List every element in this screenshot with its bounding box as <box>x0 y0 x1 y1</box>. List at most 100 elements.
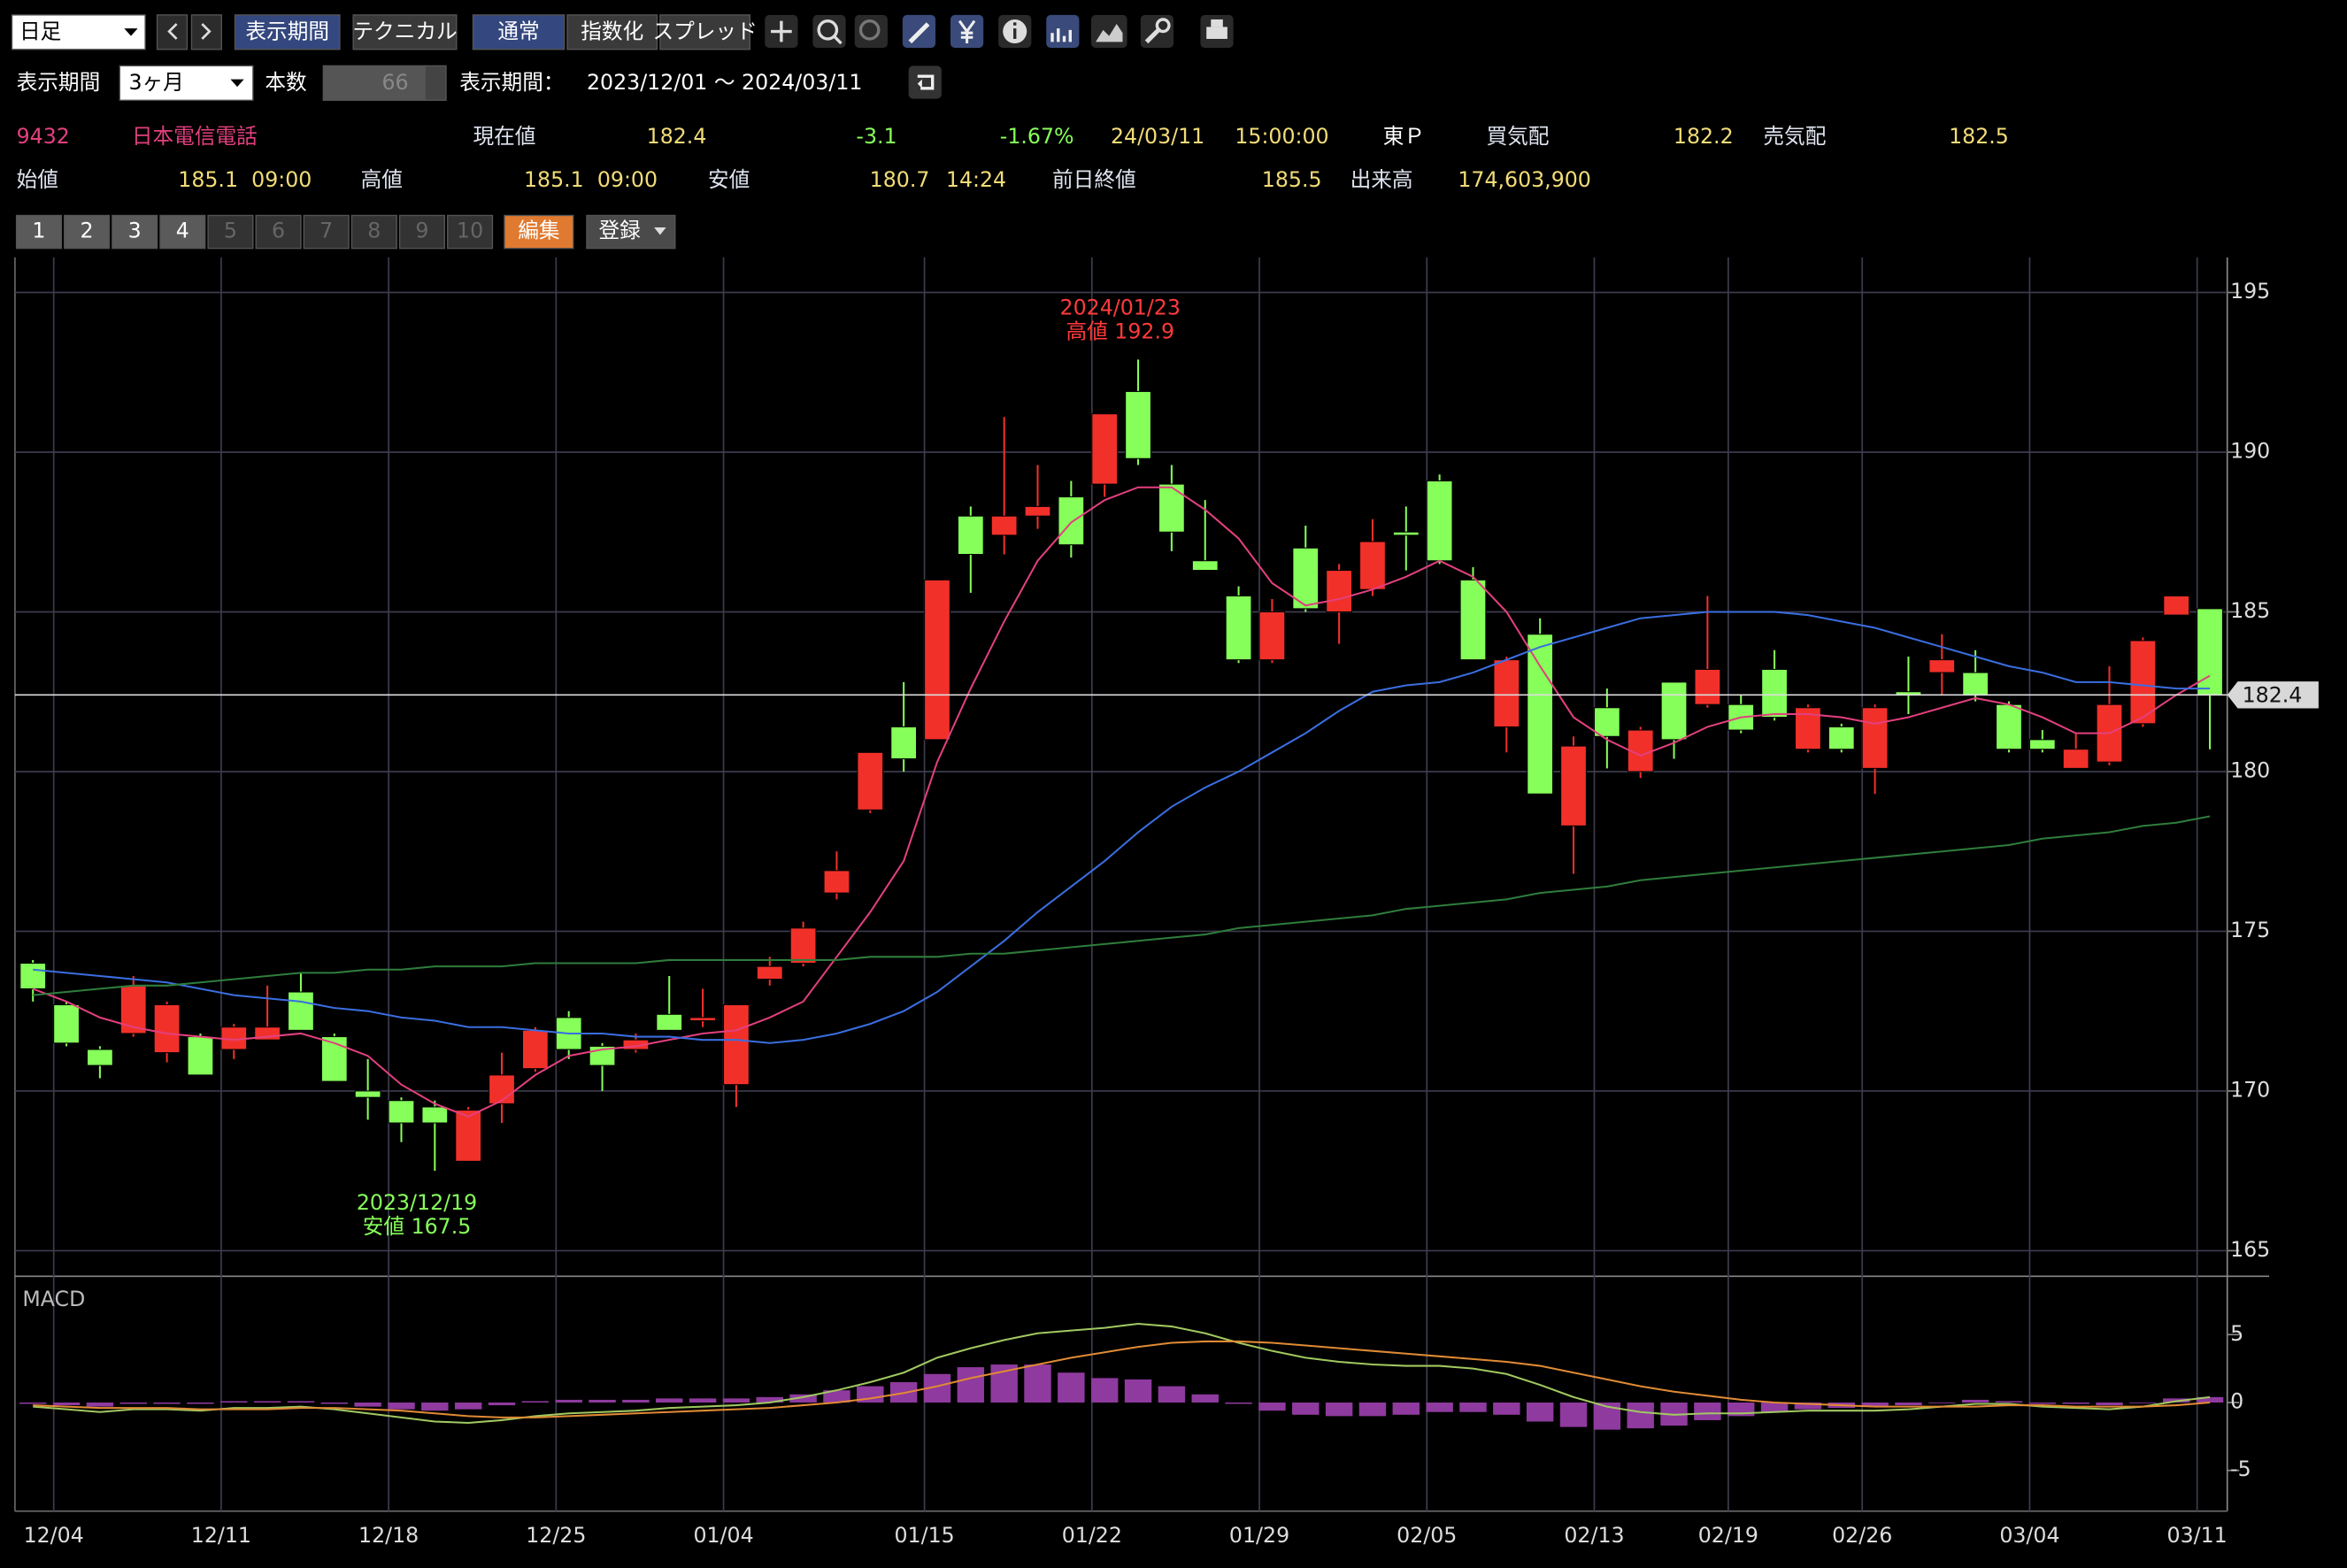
dropdown-arrow <box>230 79 244 88</box>
candle-body <box>187 1036 214 1076</box>
macd-histogram-bar <box>1225 1402 1252 1404</box>
tab-button[interactable] <box>15 214 63 250</box>
toolbar-button[interactable] <box>472 14 566 50</box>
x-tick-label: 01/04 <box>693 1523 753 1548</box>
label: 東Ｐ <box>1383 124 1425 149</box>
macd-histogram-bar <box>253 1401 281 1403</box>
x-tick-label: 02/05 <box>1397 1523 1457 1548</box>
tab-button[interactable] <box>447 214 494 250</box>
last-price-label: 182.4 <box>2243 683 2303 708</box>
candle-body <box>1225 595 1252 661</box>
y-tick-label: 185 <box>2230 598 2270 623</box>
tab-button[interactable] <box>398 214 446 250</box>
x-tick-label: 12/18 <box>358 1523 419 1548</box>
macd-histogram-bar <box>1392 1402 1420 1415</box>
next-button[interactable] <box>190 14 222 50</box>
x-tick-label: 03/11 <box>2167 1523 2228 1548</box>
tab-button[interactable] <box>255 214 302 250</box>
macd-histogram-bar <box>2062 1402 2089 1404</box>
candle-body <box>1292 547 1320 610</box>
macd-histogram-bar <box>2028 1402 2057 1404</box>
label: 日本電信電話 <box>132 124 258 149</box>
label: 3 <box>128 219 142 243</box>
candle-body <box>153 1003 181 1054</box>
prev-button[interactable] <box>156 14 189 50</box>
candle-body <box>789 927 817 965</box>
macd-histogram-bar <box>119 1402 147 1404</box>
macd-histogram-bar <box>1158 1386 1186 1403</box>
label: 登録 <box>599 219 642 243</box>
macd-histogram-bar <box>2096 1402 2123 1406</box>
tab-button[interactable] <box>112 214 158 250</box>
macd-histogram-bar <box>320 1402 349 1404</box>
moving-average-line <box>32 486 2211 1118</box>
x-tick-label: 01/29 <box>1229 1523 1289 1548</box>
candle-body <box>1560 745 1587 826</box>
y-tick-label: 0 <box>2230 1388 2243 1413</box>
candle-body <box>1426 480 1453 562</box>
x-tick-label: 12/04 <box>24 1523 84 1548</box>
candle-body <box>1258 611 1286 661</box>
macd-histogram-bar <box>589 1399 616 1403</box>
interval-select[interactable] <box>11 14 146 50</box>
label: 4 <box>176 219 189 243</box>
macd-histogram-bar <box>1895 1402 1922 1406</box>
macd-histogram-bar <box>454 1402 482 1410</box>
label: 売気配 <box>1763 124 1826 149</box>
toolbar-button[interactable] <box>352 14 458 50</box>
candle-body <box>1024 505 1051 517</box>
label: 出来高 <box>1350 167 1413 192</box>
tab-button[interactable] <box>159 214 206 250</box>
candle-body <box>1091 413 1119 485</box>
macd-histogram-bar <box>1325 1402 1353 1417</box>
label: 09:00 <box>251 167 312 192</box>
toolbar-button[interactable] <box>659 14 751 50</box>
label: 現在値 <box>473 124 535 149</box>
candle-body <box>19 963 47 989</box>
macd-histogram-bar <box>521 1401 550 1403</box>
macd-histogram-bar <box>1258 1402 1286 1411</box>
toolbar-button[interactable] <box>234 14 341 50</box>
label: 9 <box>415 219 428 243</box>
candle-body <box>924 579 950 741</box>
candle-body <box>723 1003 750 1086</box>
candle-body <box>1191 560 1219 572</box>
macd-histogram-bar <box>756 1396 783 1403</box>
tab-button[interactable] <box>207 214 254 250</box>
toolbar-icons[interactable] <box>765 14 1234 99</box>
moving-average-line <box>33 815 2211 996</box>
count-spin[interactable] <box>424 65 447 101</box>
candle-body <box>320 1036 348 1082</box>
label: 高値 <box>361 167 403 192</box>
tab-button[interactable] <box>350 214 397 250</box>
candle-body <box>1326 570 1352 612</box>
candle-body <box>53 1003 80 1044</box>
macd-histogram-bar <box>1058 1372 1085 1403</box>
period-select[interactable] <box>119 65 254 101</box>
candle-body <box>823 870 850 894</box>
candle-body <box>2028 739 2056 750</box>
x-tick-label: 02/13 <box>1564 1523 1624 1548</box>
tab-button[interactable] <box>303 214 350 250</box>
label: 編集 <box>518 219 559 243</box>
label: 3ヶ月 <box>128 70 183 95</box>
candle-body <box>388 1100 415 1124</box>
candle-body <box>521 1029 549 1070</box>
edit-button[interactable] <box>504 214 574 250</box>
macd-histogram-bar <box>187 1402 214 1404</box>
label: -3.1 <box>856 124 896 149</box>
candle-body <box>957 515 984 556</box>
macd-histogram-bar <box>957 1367 985 1403</box>
arrow <box>201 23 212 40</box>
label: 表示期間： <box>459 70 564 95</box>
count-input[interactable] <box>322 65 427 101</box>
macd-histogram-bar <box>1526 1402 1554 1422</box>
toolbar-button[interactable] <box>566 14 658 50</box>
tab-button[interactable] <box>64 214 111 250</box>
label: 8 <box>367 219 381 243</box>
macd-histogram-bar <box>722 1398 750 1403</box>
annotation-label: 高値 192.9 <box>1066 319 1174 343</box>
macd-histogram-bar <box>86 1402 114 1407</box>
candle-body <box>1928 659 1956 673</box>
